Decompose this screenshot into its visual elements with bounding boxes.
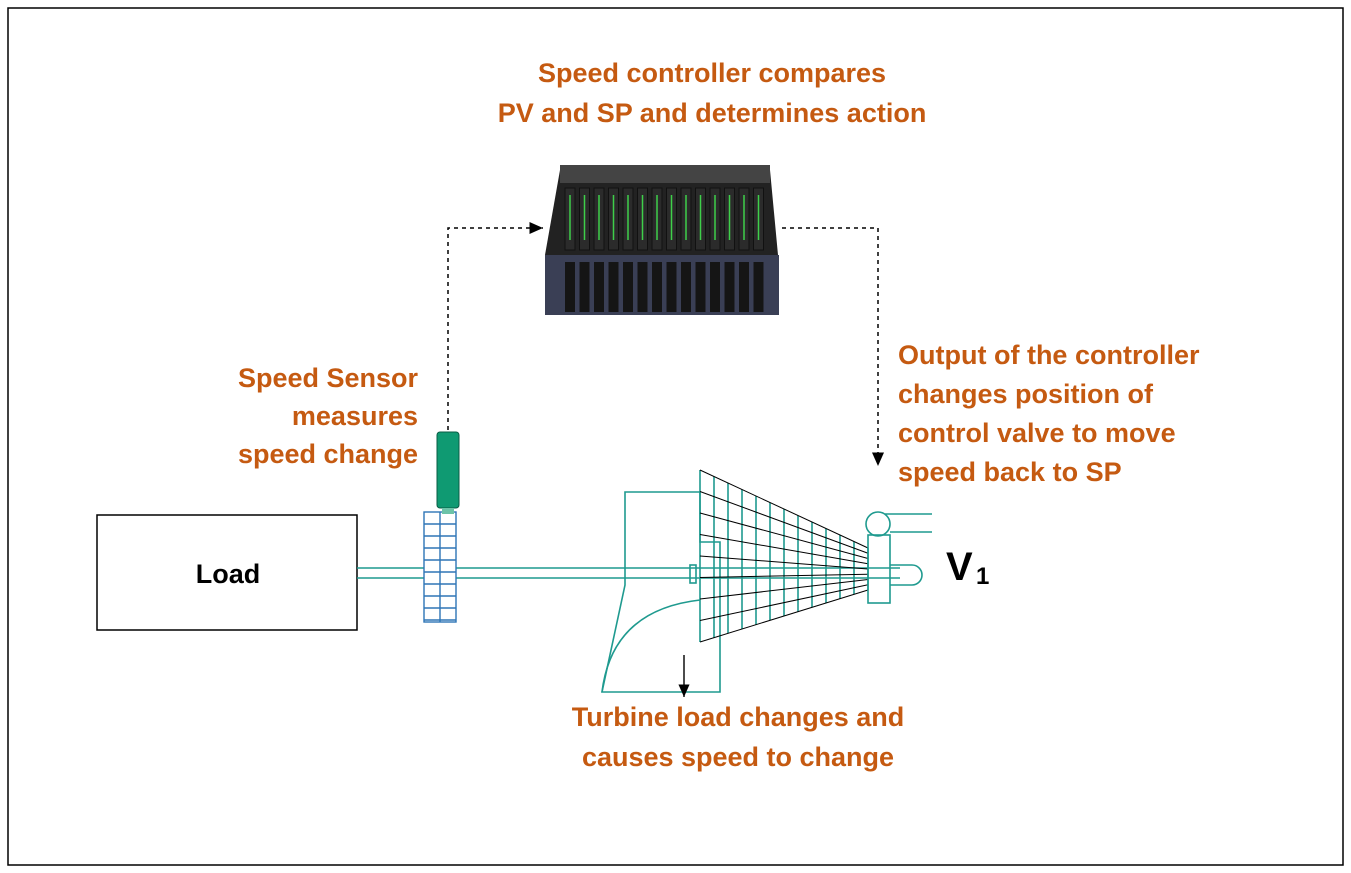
output-line <box>782 227 884 466</box>
speed-sensor <box>436 431 460 514</box>
load-label: Load <box>196 559 261 589</box>
sensor-label: speed change <box>238 439 418 469</box>
turbine <box>601 469 869 693</box>
load-box <box>96 514 358 631</box>
output-label: changes position of <box>898 379 1154 409</box>
controller <box>545 165 779 315</box>
turbine-label: causes speed to change <box>582 742 894 772</box>
feedback-line <box>447 222 543 430</box>
valve-label: V <box>946 545 973 589</box>
controller-label: Speed controller compares <box>538 58 886 88</box>
controller-label: PV and SP and determines action <box>498 98 927 128</box>
valve <box>865 511 932 604</box>
output-label: speed back to SP <box>898 457 1122 487</box>
gear <box>423 511 457 623</box>
turbine-label: Turbine load changes and <box>572 702 905 732</box>
output-label: Output of the controller <box>898 340 1200 370</box>
output-label: control valve to move <box>898 418 1176 448</box>
valve-subscript: 1 <box>976 563 989 590</box>
sensor-label: Speed Sensor <box>238 363 419 393</box>
frame <box>7 7 1344 866</box>
sensor-label: measures <box>292 401 418 431</box>
